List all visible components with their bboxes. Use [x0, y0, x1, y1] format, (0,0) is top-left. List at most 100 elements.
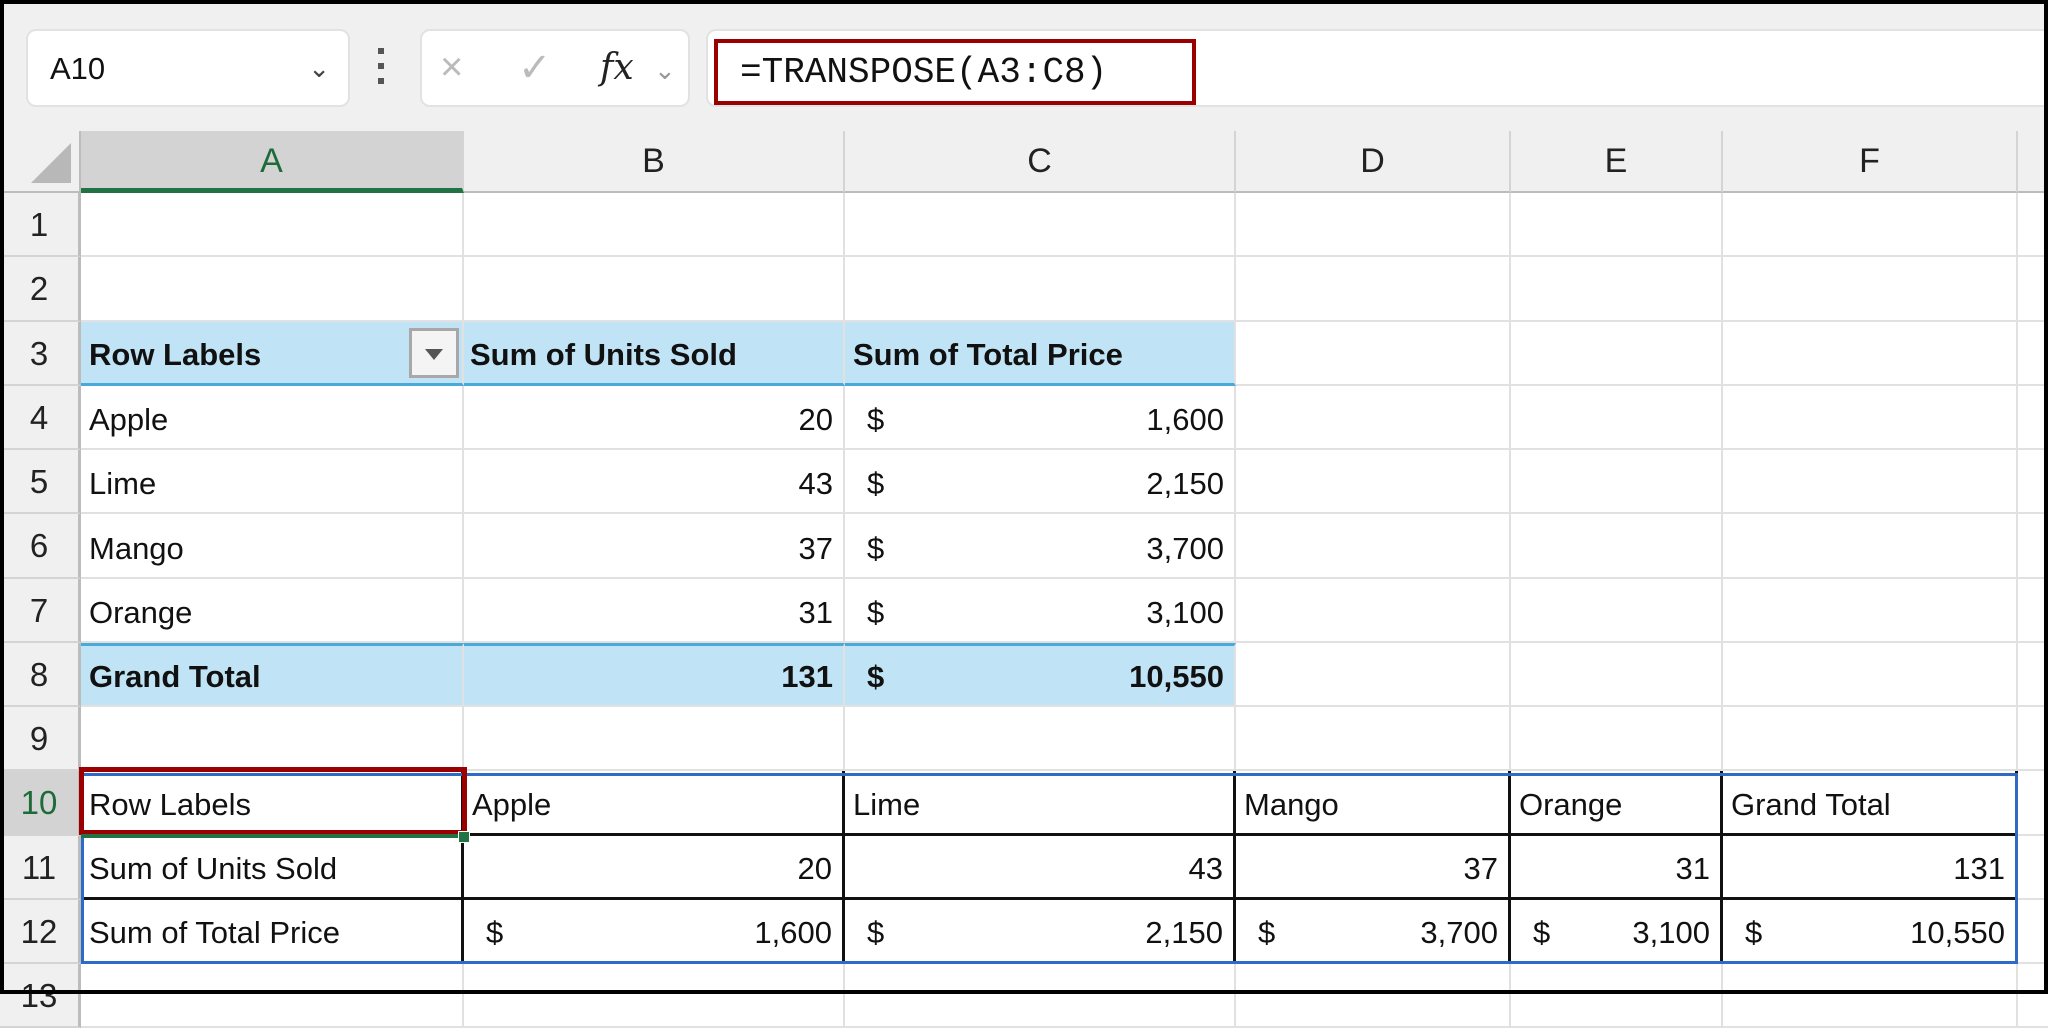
cell-F9[interactable]	[1723, 707, 2018, 772]
enter-icon[interactable]: ✓	[518, 46, 552, 90]
cell-A9[interactable]	[81, 707, 464, 772]
cell-G11[interactable]	[2018, 835, 2048, 900]
cell-C2[interactable]	[845, 257, 1236, 322]
cell-C7[interactable]: $3,100	[845, 578, 1236, 643]
cell-E11[interactable]: 31	[1511, 835, 1723, 900]
column-header-f[interactable]: F	[1723, 131, 2018, 193]
cell-C4[interactable]: $1,600	[845, 385, 1236, 450]
formula-text[interactable]: =TRANSPOSE(A3:C8)	[740, 52, 1108, 93]
cell-F1[interactable]	[1723, 193, 2018, 258]
cell-A8[interactable]: Grand Total	[81, 642, 464, 707]
cell-C9[interactable]	[845, 707, 1236, 772]
cell-E10[interactable]: Orange	[1511, 771, 1723, 836]
cell-G4[interactable]	[2018, 385, 2048, 450]
cell-G2[interactable]	[2018, 257, 2048, 322]
cell-D5[interactable]	[1236, 450, 1511, 515]
filter-dropdown-button[interactable]	[409, 327, 459, 378]
row-header-3[interactable]: 3	[0, 321, 81, 386]
cell-A1[interactable]	[81, 193, 464, 258]
cell-D10[interactable]: Mango	[1236, 771, 1511, 836]
cell-B7[interactable]: 31	[464, 578, 845, 643]
cell-B9[interactable]	[464, 707, 845, 772]
cell-D4[interactable]	[1236, 385, 1511, 450]
cell-F8[interactable]	[1723, 642, 2018, 707]
cell-B6[interactable]: 37	[464, 514, 845, 579]
cell-G10[interactable]	[2018, 771, 2048, 836]
cell-G9[interactable]	[2018, 707, 2048, 772]
cell-B11[interactable]: 20	[464, 835, 845, 900]
cell-A11[interactable]: Sum of Units Sold	[81, 835, 464, 900]
cell-G13[interactable]	[2018, 964, 2048, 1028]
cell-B3[interactable]: Sum of Units Sold	[464, 321, 845, 386]
cell-B13[interactable]	[464, 964, 845, 1028]
cell-D7[interactable]	[1236, 578, 1511, 643]
cell-F12[interactable]: $10,550	[1723, 899, 2018, 964]
select-all-button[interactable]	[0, 131, 81, 193]
row-header-11[interactable]: 11	[0, 835, 81, 900]
row-header-7[interactable]: 7	[0, 578, 81, 643]
cell-F7[interactable]	[1723, 578, 2018, 643]
cell-E13[interactable]	[1511, 964, 1723, 1028]
cell-D8[interactable]	[1236, 642, 1511, 707]
cell-D1[interactable]	[1236, 193, 1511, 258]
chevron-down-icon[interactable]: ⌄	[308, 53, 330, 83]
cell-C6[interactable]: $3,700	[845, 514, 1236, 579]
cell-B1[interactable]	[464, 193, 845, 258]
more-options-icon[interactable]	[378, 48, 384, 88]
cell-F11[interactable]: 131	[1723, 835, 2018, 900]
cell-G8[interactable]	[2018, 642, 2048, 707]
column-header-a[interactable]: A	[81, 131, 464, 193]
insert-function-icon[interactable]: fx	[600, 47, 634, 88]
cell-A5[interactable]: Lime	[81, 450, 464, 515]
cell-C13[interactable]	[845, 964, 1236, 1028]
cell-D12[interactable]: $3,700	[1236, 899, 1511, 964]
cell-B5[interactable]: 43	[464, 450, 845, 515]
cell-E8[interactable]	[1511, 642, 1723, 707]
cell-G3[interactable]	[2018, 321, 2048, 386]
cell-C12[interactable]: $2,150	[845, 899, 1236, 964]
fill-handle[interactable]	[458, 831, 470, 843]
chevron-down-icon[interactable]: ⌄	[654, 55, 676, 85]
cancel-icon[interactable]: ×	[440, 45, 464, 89]
cell-A13[interactable]	[81, 964, 464, 1028]
cell-D11[interactable]: 37	[1236, 835, 1511, 900]
column-header-e[interactable]: E	[1511, 131, 1723, 193]
cell-G1[interactable]	[2018, 193, 2048, 258]
row-header-10[interactable]: 10	[0, 771, 81, 836]
cell-F5[interactable]	[1723, 450, 2018, 515]
cell-F4[interactable]	[1723, 385, 2018, 450]
cell-C10[interactable]: Lime	[845, 771, 1236, 836]
cell-B4[interactable]: 20	[464, 385, 845, 450]
cell-A12[interactable]: Sum of Total Price	[81, 899, 464, 964]
cell-B12[interactable]: $1,600	[464, 899, 845, 964]
cell-E1[interactable]	[1511, 193, 1723, 258]
column-header-d[interactable]: D	[1236, 131, 1511, 193]
cell-A2[interactable]	[81, 257, 464, 322]
cell-A6[interactable]: Mango	[81, 514, 464, 579]
row-header-1[interactable]: 1	[0, 193, 81, 258]
row-header-2[interactable]: 2	[0, 257, 81, 322]
row-header-6[interactable]: 6	[0, 514, 81, 579]
cell-B10[interactable]: Apple	[464, 771, 845, 836]
cell-C5[interactable]: $2,150	[845, 450, 1236, 515]
row-header-8[interactable]: 8	[0, 642, 81, 707]
cell-D3[interactable]	[1236, 321, 1511, 386]
cell-C11[interactable]: 43	[845, 835, 1236, 900]
cell-D2[interactable]	[1236, 257, 1511, 322]
column-header-b[interactable]: B	[464, 131, 845, 193]
cell-D6[interactable]	[1236, 514, 1511, 579]
cell-C1[interactable]	[845, 193, 1236, 258]
cell-E6[interactable]	[1511, 514, 1723, 579]
cell-G12[interactable]	[2018, 899, 2048, 964]
cell-F2[interactable]	[1723, 257, 2018, 322]
cell-E9[interactable]	[1511, 707, 1723, 772]
cell-A7[interactable]: Orange	[81, 578, 464, 643]
formula-bar[interactable]	[706, 29, 2048, 107]
cell-D13[interactable]	[1236, 964, 1511, 1028]
column-header-g[interactable]	[2018, 131, 2048, 193]
cell-G6[interactable]	[2018, 514, 2048, 579]
cell-E5[interactable]	[1511, 450, 1723, 515]
row-header-13[interactable]: 13	[0, 964, 81, 1028]
row-header-5[interactable]: 5	[0, 450, 81, 515]
cell-E4[interactable]	[1511, 385, 1723, 450]
